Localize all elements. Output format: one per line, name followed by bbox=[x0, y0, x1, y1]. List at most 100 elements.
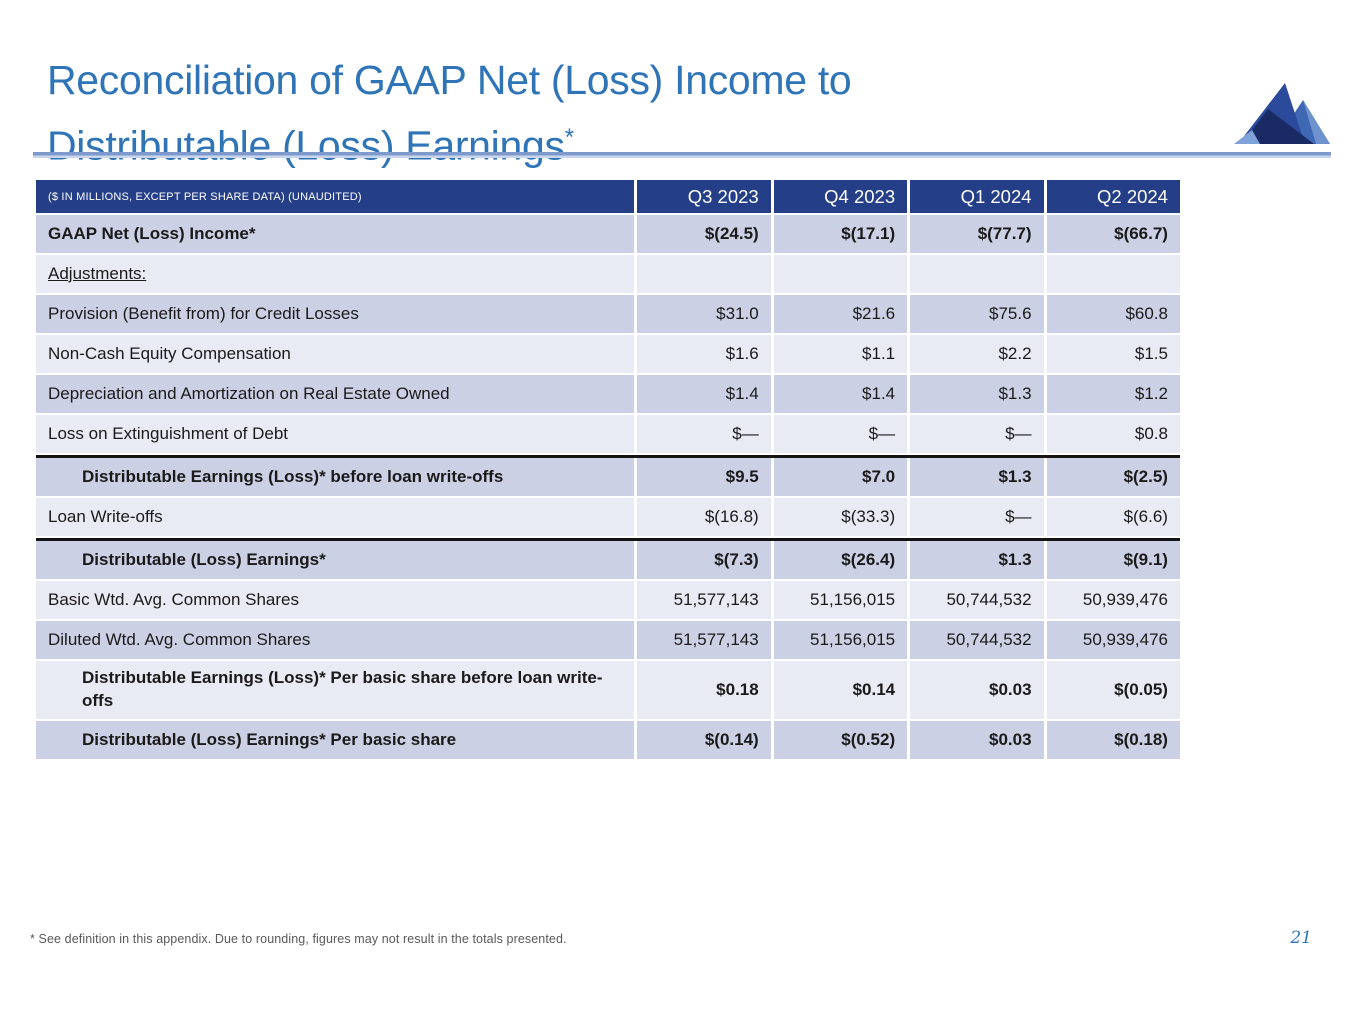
cell-value: $60.8 bbox=[1046, 295, 1180, 333]
row-label-text: Loan Write-offs bbox=[48, 507, 163, 526]
cell-value: $1.3 bbox=[910, 541, 1044, 579]
cell-value: 50,939,476 bbox=[1046, 621, 1180, 659]
row-label-text: Distributable Earnings (Loss)* before lo… bbox=[82, 467, 504, 486]
cell-value bbox=[637, 255, 771, 293]
cell-value: $2.2 bbox=[910, 335, 1044, 373]
cell-value: $(0.18) bbox=[1046, 721, 1180, 759]
row-label: Loss on Extinguishment of Debt bbox=[36, 415, 635, 453]
row-label-text: Basic Wtd. Avg. Common Shares bbox=[48, 590, 300, 609]
cell-value: $(77.7) bbox=[910, 215, 1044, 253]
row-label: Loan Write-offs bbox=[36, 498, 635, 536]
cell-value: $(26.4) bbox=[773, 541, 908, 579]
table-row: Distributable (Loss) Earnings* Per basic… bbox=[36, 721, 1180, 759]
cell-value: $9.5 bbox=[637, 458, 771, 496]
row-label: Distributable (Loss) Earnings* bbox=[36, 541, 635, 579]
cell-value: $1.4 bbox=[773, 375, 908, 413]
mountain-logo bbox=[1234, 83, 1330, 144]
page-number: 21 bbox=[1290, 928, 1312, 948]
row-label-text: Distributable (Loss) Earnings* Per basic… bbox=[82, 730, 457, 749]
cell-value: 50,939,476 bbox=[1046, 581, 1180, 619]
cell-value: $(2.5) bbox=[1046, 458, 1180, 496]
table-header: ($ IN MILLIONS, EXCEPT PER SHARE DATA) (… bbox=[36, 180, 1180, 213]
row-label: Adjustments: bbox=[36, 255, 635, 293]
cell-value: $(66.7) bbox=[1046, 215, 1180, 253]
table-header-caption: ($ IN MILLIONS, EXCEPT PER SHARE DATA) (… bbox=[36, 180, 635, 213]
cell-value: $1.1 bbox=[773, 335, 908, 373]
cell-value: $(7.3) bbox=[637, 541, 771, 579]
header-quarter-cell: Q2 2024 bbox=[1046, 180, 1180, 213]
table-row: Loss on Extinguishment of Debt $— $— $— $0.8 bbox=[36, 415, 1180, 453]
cell-value: $(0.52) bbox=[773, 721, 908, 759]
row-label-text: Distributable (Loss) Earnings* bbox=[82, 550, 326, 569]
title-divider bbox=[33, 152, 1331, 158]
cell-value: $0.14 bbox=[773, 661, 908, 719]
table-row: Diluted Wtd. Avg. Common Shares 51,577,14… bbox=[36, 621, 1180, 659]
table-row: Basic Wtd. Avg. Common Shares 51,577,143 5… bbox=[36, 581, 1180, 619]
row-label-text: GAAP Net (Loss) Income* bbox=[48, 224, 256, 243]
cell-value: $0.8 bbox=[1046, 415, 1180, 453]
table-header-row: ($ IN MILLIONS, EXCEPT PER SHARE DATA) (… bbox=[36, 180, 1180, 213]
cell-value: $(17.1) bbox=[773, 215, 908, 253]
row-label: GAAP Net (Loss) Income* bbox=[36, 215, 635, 253]
cell-value bbox=[773, 255, 908, 293]
row-label-text: Depreciation and Amortization on Real Es… bbox=[48, 384, 450, 403]
row-label: Distributable Earnings (Loss)* before lo… bbox=[36, 458, 635, 496]
row-label: Diluted Wtd. Avg. Common Shares bbox=[36, 621, 635, 659]
cell-value: $(6.6) bbox=[1046, 498, 1180, 536]
cell-value: 51,156,015 bbox=[773, 581, 908, 619]
cell-value: $31.0 bbox=[637, 295, 771, 333]
logo-dark-ridge bbox=[1242, 109, 1314, 144]
table-row: Distributable (Loss) Earnings* $(7.3) $(26… bbox=[36, 538, 1180, 579]
logo-right-facet bbox=[1303, 100, 1330, 144]
cell-value bbox=[1046, 255, 1180, 293]
cell-value: $— bbox=[773, 415, 908, 453]
cell-value: $(24.5) bbox=[637, 215, 771, 253]
cell-value: 50,744,532 bbox=[910, 581, 1044, 619]
table-body: GAAP Net (Loss) Income* $(24.5) $(17.1) $(7… bbox=[36, 215, 1180, 759]
row-label-text: Diluted Wtd. Avg. Common Shares bbox=[48, 630, 311, 649]
cell-value: $21.6 bbox=[773, 295, 908, 333]
header-quarter-cell: Q1 2024 bbox=[910, 180, 1044, 213]
footnote: * See definition in this appendix. Due t… bbox=[30, 932, 567, 946]
cell-value: 51,156,015 bbox=[773, 621, 908, 659]
cell-value: $1.5 bbox=[1046, 335, 1180, 373]
page-title-line2: Distributable (Loss) Earnings bbox=[47, 123, 565, 170]
row-label-text: Adjustments: bbox=[48, 264, 147, 283]
row-label-text: Provision (Benefit from) for Credit Loss… bbox=[48, 304, 359, 323]
cell-value: 51,577,143 bbox=[637, 621, 771, 659]
cell-value: $1.6 bbox=[637, 335, 771, 373]
cell-value: $1.4 bbox=[637, 375, 771, 413]
cell-value: $7.0 bbox=[773, 458, 908, 496]
cell-value: $— bbox=[637, 415, 771, 453]
row-label: Provision (Benefit from) for Credit Loss… bbox=[36, 295, 635, 333]
row-label: Depreciation and Amortization on Real Es… bbox=[36, 375, 635, 413]
row-label: Distributable (Loss) Earnings* Per basic… bbox=[36, 721, 635, 759]
table-row: Non-Cash Equity Compensation $1.6 $1.1 $2.2… bbox=[36, 335, 1180, 373]
cell-value: $0.18 bbox=[637, 661, 771, 719]
cell-value: 51,577,143 bbox=[637, 581, 771, 619]
row-label: Basic Wtd. Avg. Common Shares bbox=[36, 581, 635, 619]
table-row: Distributable Earnings (Loss)* before lo… bbox=[36, 455, 1180, 496]
table-row: Provision (Benefit from) for Credit Loss… bbox=[36, 295, 1180, 333]
row-label: Distributable Earnings (Loss)* Per basic… bbox=[36, 661, 635, 719]
table-row: Distributable Earnings (Loss)* Per basic… bbox=[36, 661, 1180, 719]
cell-value: $1.3 bbox=[910, 458, 1044, 496]
cell-value: $1.2 bbox=[1046, 375, 1180, 413]
row-label-text: Distributable Earnings (Loss)* Per basic… bbox=[82, 668, 603, 710]
cell-value: $1.3 bbox=[910, 375, 1044, 413]
row-label: Non-Cash Equity Compensation bbox=[36, 335, 635, 373]
cell-value: $0.03 bbox=[910, 721, 1044, 759]
cell-value: $— bbox=[910, 498, 1044, 536]
row-label-text: Non-Cash Equity Compensation bbox=[48, 344, 291, 363]
cell-value: 50,744,532 bbox=[910, 621, 1044, 659]
cell-value: $(33.3) bbox=[773, 498, 908, 536]
cell-value: $0.03 bbox=[910, 661, 1044, 719]
reconciliation-table: ($ IN MILLIONS, EXCEPT PER SHARE DATA) (… bbox=[36, 180, 1180, 761]
table-row: Adjustments: bbox=[36, 255, 1180, 293]
row-label-text: Loss on Extinguishment of Debt bbox=[48, 424, 289, 443]
page-title-line1: Reconciliation of GAAP Net (Loss) Income… bbox=[47, 57, 852, 104]
header-quarter-cell: Q4 2023 bbox=[773, 180, 908, 213]
cell-value: $— bbox=[910, 415, 1044, 453]
header-quarter-cell: Q3 2023 bbox=[637, 180, 771, 213]
cell-value: $(0.05) bbox=[1046, 661, 1180, 719]
